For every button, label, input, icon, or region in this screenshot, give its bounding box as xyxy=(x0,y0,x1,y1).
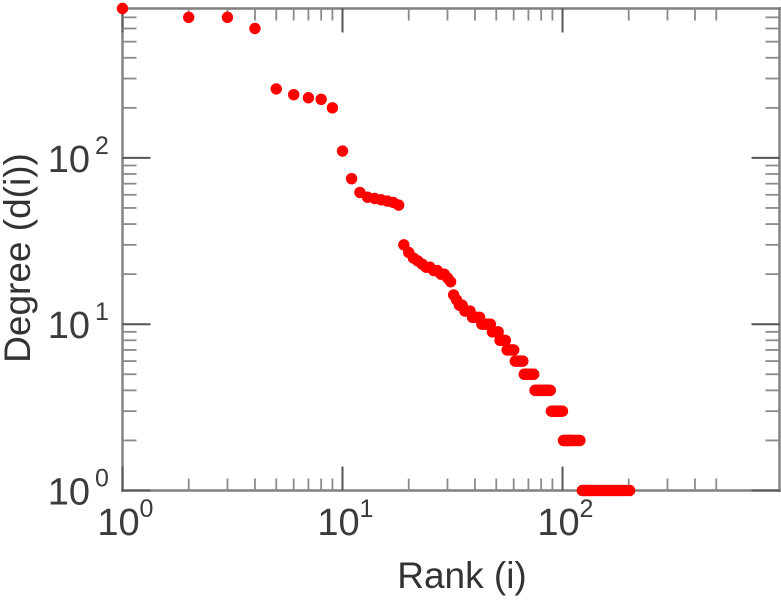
data-point xyxy=(574,434,586,447)
x-tick-label: 10 xyxy=(537,502,579,544)
data-point xyxy=(392,199,405,211)
y-axis-title: Degree (d(i)) xyxy=(0,153,38,363)
x-axis-title: Rank (i) xyxy=(397,555,527,596)
x-tick-label-exponent: 2 xyxy=(580,495,594,523)
data-point xyxy=(444,276,457,288)
data-points-group xyxy=(116,2,636,497)
data-point xyxy=(507,344,520,356)
data-point xyxy=(302,92,315,104)
data-point xyxy=(270,83,282,95)
data-point xyxy=(326,102,339,114)
data-point xyxy=(492,326,504,338)
data-point xyxy=(528,368,540,380)
data-point xyxy=(287,88,300,101)
tick-labels-group: 10 0 10 1 10 210 010 110 2 xyxy=(48,132,594,544)
data-point xyxy=(249,22,261,35)
data-point xyxy=(517,355,529,367)
data-point xyxy=(183,11,195,24)
data-point xyxy=(556,405,569,417)
data-point xyxy=(499,334,512,347)
y-tick-label-exponent: 2 xyxy=(95,132,109,160)
y-tick-label: 10 xyxy=(48,472,90,514)
tick-marks-group xyxy=(121,8,780,492)
x-tick-label-exponent: 0 xyxy=(140,495,154,523)
data-point xyxy=(623,484,636,497)
x-tick-label-exponent: 1 xyxy=(360,495,374,523)
plot-background xyxy=(122,8,780,491)
data-point xyxy=(544,384,556,397)
y-tick-label: 10 xyxy=(48,139,90,181)
y-tick-label: 10 xyxy=(48,305,90,347)
y-tick-label-exponent: 0 xyxy=(95,465,109,493)
data-point xyxy=(336,145,349,157)
data-point xyxy=(221,11,234,24)
data-point xyxy=(315,93,327,106)
x-tick-label: 10 xyxy=(97,502,139,544)
data-point xyxy=(345,172,358,185)
x-tick-label: 10 xyxy=(317,502,359,544)
data-point xyxy=(116,2,129,15)
y-tick-label-exponent: 1 xyxy=(95,298,109,326)
